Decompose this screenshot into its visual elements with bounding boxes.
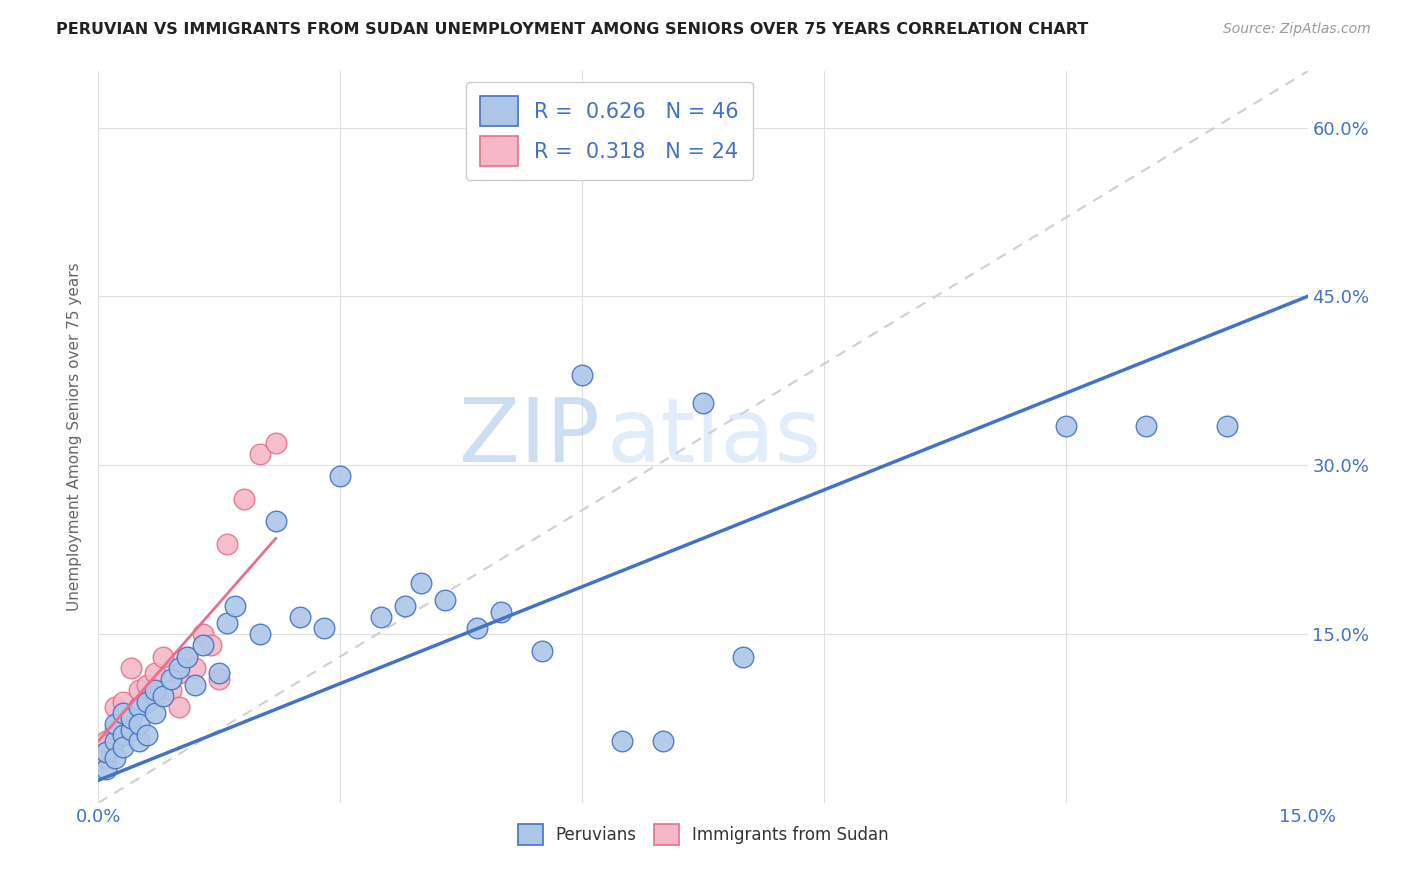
Point — [96, 734, 118, 748]
Point — [264, 515, 287, 529]
Text: Source: ZipAtlas.com: Source: ZipAtlas.com — [1223, 22, 1371, 37]
Point — [167, 661, 190, 675]
Point — [1054, 418, 1077, 433]
Point — [217, 537, 239, 551]
Point — [167, 700, 190, 714]
Point — [152, 689, 174, 703]
Point — [232, 491, 254, 506]
Point — [184, 678, 207, 692]
Point — [288, 610, 311, 624]
Point — [143, 689, 166, 703]
Point — [111, 739, 134, 754]
Point — [103, 734, 125, 748]
Point — [491, 605, 513, 619]
Point — [329, 469, 352, 483]
Point — [1216, 418, 1239, 433]
Point — [264, 435, 287, 450]
Point — [128, 683, 150, 698]
Text: ZIP: ZIP — [460, 393, 600, 481]
Point — [612, 734, 634, 748]
Point — [314, 621, 336, 635]
Point — [193, 638, 215, 652]
Point — [128, 734, 150, 748]
Point — [249, 627, 271, 641]
Point — [111, 728, 134, 742]
Text: atlas: atlas — [606, 393, 821, 481]
Point — [409, 576, 432, 591]
Point — [434, 593, 457, 607]
Point — [111, 694, 134, 708]
Point — [692, 396, 714, 410]
Point — [152, 649, 174, 664]
Point — [176, 649, 198, 664]
Point — [208, 672, 231, 686]
Point — [111, 706, 134, 720]
Point — [465, 621, 488, 635]
Point — [394, 599, 416, 613]
Point — [128, 717, 150, 731]
Point — [733, 649, 755, 664]
Point — [103, 717, 125, 731]
Point — [143, 683, 166, 698]
Point — [571, 368, 593, 383]
Point — [103, 723, 125, 737]
Point — [111, 717, 134, 731]
Point — [193, 627, 215, 641]
Point — [651, 734, 673, 748]
Point — [143, 706, 166, 720]
Point — [128, 700, 150, 714]
Text: PERUVIAN VS IMMIGRANTS FROM SUDAN UNEMPLOYMENT AMONG SENIORS OVER 75 YEARS CORRE: PERUVIAN VS IMMIGRANTS FROM SUDAN UNEMPL… — [56, 22, 1088, 37]
Legend: Peruvians, Immigrants from Sudan: Peruvians, Immigrants from Sudan — [509, 816, 897, 853]
Point — [160, 672, 183, 686]
Point — [120, 661, 142, 675]
Point — [370, 610, 392, 624]
Point — [200, 638, 222, 652]
Point — [184, 661, 207, 675]
Point — [530, 644, 553, 658]
Point — [143, 666, 166, 681]
Point — [103, 751, 125, 765]
Point — [103, 700, 125, 714]
Point — [120, 711, 142, 725]
Point — [176, 649, 198, 664]
Point — [167, 666, 190, 681]
Point — [249, 447, 271, 461]
Point — [1135, 418, 1157, 433]
Point — [135, 694, 157, 708]
Point — [217, 615, 239, 630]
Point — [96, 762, 118, 776]
Point — [135, 678, 157, 692]
Point — [160, 683, 183, 698]
Point — [120, 723, 142, 737]
Point — [208, 666, 231, 681]
Point — [135, 728, 157, 742]
Point — [224, 599, 246, 613]
Point — [96, 745, 118, 759]
Point — [96, 751, 118, 765]
Y-axis label: Unemployment Among Seniors over 75 years: Unemployment Among Seniors over 75 years — [67, 263, 83, 611]
